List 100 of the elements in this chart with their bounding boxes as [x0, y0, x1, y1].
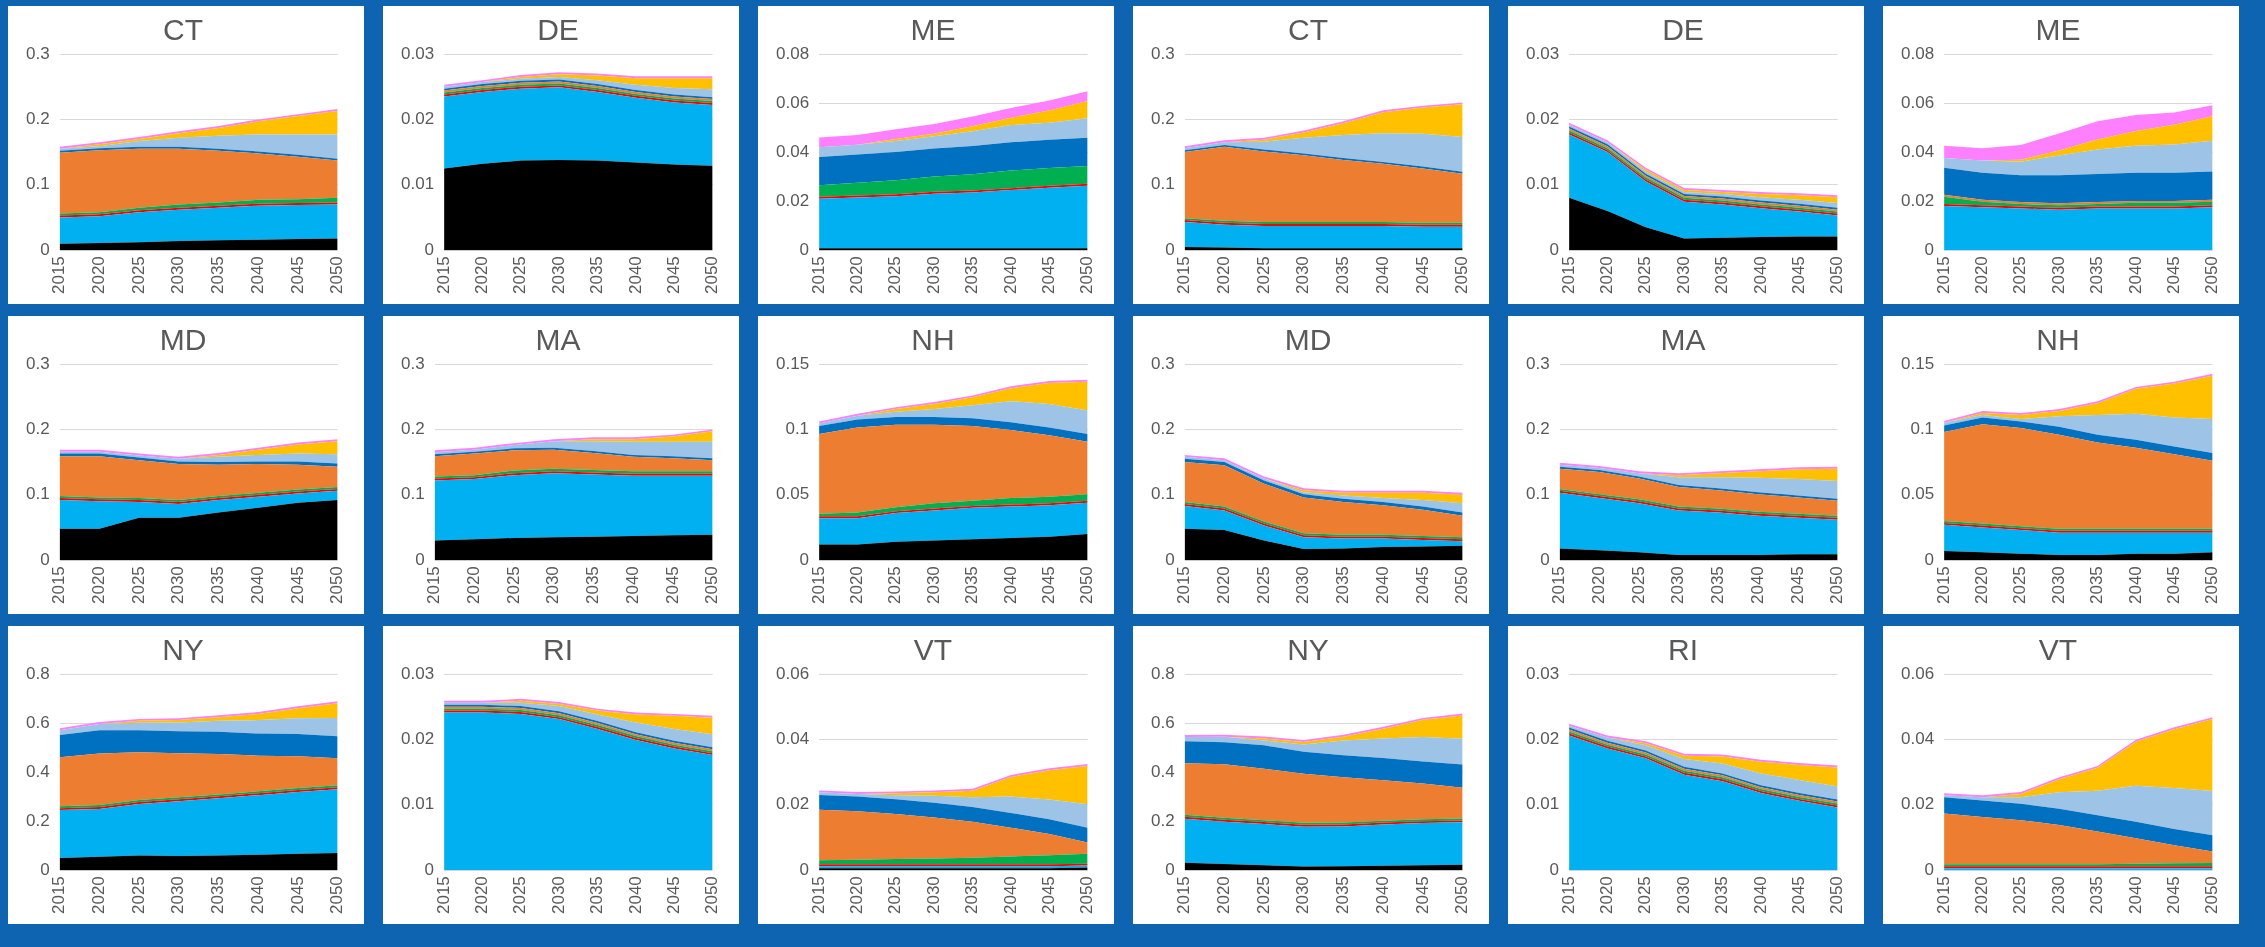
x-tick-label: 2030 [1293, 566, 1313, 605]
y-tick-label: 0.06 [775, 92, 810, 112]
y-tick-label: 0.2 [1150, 419, 1175, 439]
x-tick-label: 2025 [510, 256, 530, 295]
x-tick-label: 2030 [168, 566, 188, 605]
x-tick-label: 2045 [2163, 876, 2183, 915]
x-tick-label: 2050 [1827, 566, 1847, 605]
chart-title: ME [910, 13, 956, 47]
x-tick-label: 2040 [1372, 566, 1392, 605]
x-tick-label: 2015 [1558, 876, 1578, 915]
y-tick-label: 0.04 [1900, 729, 1935, 749]
x-tick-label: 2030 [548, 876, 568, 915]
x-tick-label: 2050 [1827, 876, 1847, 915]
x-tick-label: 2030 [168, 876, 188, 915]
x-tick-label: 2050 [327, 566, 347, 605]
x-tick-label: 2025 [128, 566, 148, 605]
x-tick-label: 2040 [247, 876, 267, 915]
x-tick-label: 2035 [1712, 256, 1732, 295]
x-tick-label: 2050 [327, 256, 347, 295]
y-tick-label: 0.06 [1900, 92, 1935, 112]
y-tick-label: 0.06 [775, 663, 810, 683]
x-tick-label: 2040 [625, 256, 645, 295]
x-tick-label: 2030 [543, 566, 563, 605]
x-tick-label: 2015 [1933, 566, 1953, 605]
x-tick-label: 2025 [128, 876, 148, 915]
chart-title: RI [543, 633, 573, 667]
x-tick-label: 2030 [923, 566, 943, 605]
x-tick-label: 2045 [2163, 566, 2183, 605]
x-tick-label: 2025 [503, 566, 523, 605]
y-tick-label: 0.1 [1910, 419, 1935, 439]
y-tick-label: 0.3 [25, 43, 50, 63]
x-tick-label: 2035 [962, 256, 982, 295]
y-tick-label: 0.02 [775, 190, 810, 210]
x-tick-label: 2045 [2163, 256, 2183, 295]
x-tick-label: 2030 [2048, 876, 2068, 915]
y-tick-label: 0.02 [775, 794, 810, 814]
y-tick-label: 0.6 [25, 712, 50, 732]
y-tick-label: 0.3 [1150, 353, 1175, 373]
y-tick-label: 0.2 [25, 109, 50, 129]
x-tick-label: 2045 [1788, 876, 1808, 915]
x-tick-label: 2040 [247, 256, 267, 295]
x-tick-label: 2045 [287, 566, 307, 605]
x-tick-label: 2050 [1452, 876, 1472, 915]
x-tick-label: 2020 [1972, 566, 1992, 605]
x-tick-label: 2045 [1788, 256, 1808, 295]
y-tick-label: 0.4 [25, 761, 50, 781]
y-tick-label: 0.1 [400, 484, 425, 504]
x-tick-label: 2050 [1452, 566, 1472, 605]
x-tick-label: 2020 [464, 566, 484, 605]
y-tick-label: 0.06 [1900, 663, 1935, 683]
x-tick-label: 2020 [847, 566, 867, 605]
x-tick-label: 2045 [1038, 256, 1058, 295]
y-tick-label: 0.15 [775, 353, 810, 373]
x-tick-label: 2025 [2010, 566, 2030, 605]
x-tick-label: 2050 [1452, 256, 1472, 295]
x-tick-label: 2035 [1333, 566, 1353, 605]
y-tick-label: 0.02 [1525, 729, 1560, 749]
x-tick-label: 2015 [49, 876, 69, 915]
chart-title: NY [1287, 633, 1329, 667]
x-tick-label: 2035 [1333, 876, 1353, 915]
y-tick-label: 0 [1549, 239, 1560, 259]
x-tick-label: 2025 [885, 256, 905, 295]
x-tick-label: 2035 [2087, 566, 2107, 605]
x-tick-label: 2035 [587, 256, 607, 295]
x-tick-label: 2025 [1253, 256, 1273, 295]
chart-title: MD [1284, 323, 1332, 357]
chart-title: NY [162, 633, 204, 667]
x-tick-label: 2015 [424, 566, 444, 605]
x-tick-label: 2030 [1673, 876, 1693, 915]
y-tick-label: 0 [40, 549, 50, 569]
x-tick-label: 2020 [1214, 876, 1234, 915]
y-tick-label: 0.01 [1525, 794, 1560, 814]
x-tick-label: 2020 [89, 566, 109, 605]
y-tick-label: 0 [1549, 859, 1560, 879]
x-tick-label: 2050 [702, 256, 722, 295]
y-tick-label: 0.2 [25, 810, 50, 830]
x-tick-label: 2030 [1293, 876, 1313, 915]
y-tick-label: 0.02 [400, 109, 435, 129]
x-tick-label: 2020 [1972, 876, 1992, 915]
x-tick-label: 2020 [1589, 566, 1609, 605]
y-tick-label: 0.05 [775, 484, 810, 504]
x-tick-label: 2040 [1372, 256, 1392, 295]
y-tick-label: 0 [1165, 859, 1175, 879]
x-tick-label: 2030 [168, 256, 188, 295]
y-tick-label: 0.4 [1150, 761, 1175, 781]
x-tick-label: 2045 [287, 876, 307, 915]
x-tick-label: 2045 [287, 256, 307, 295]
chart-title: MA [535, 323, 581, 357]
x-tick-label: 2020 [1214, 566, 1234, 605]
x-tick-label: 2050 [1827, 256, 1847, 295]
y-tick-label: 0.1 [25, 174, 50, 194]
x-tick-label: 2040 [1747, 566, 1767, 605]
x-tick-label: 2050 [2202, 566, 2222, 605]
x-tick-label: 2040 [2125, 566, 2145, 605]
y-tick-label: 0.03 [400, 43, 435, 63]
x-tick-label: 2025 [1635, 876, 1655, 915]
y-tick-label: 0 [1165, 239, 1175, 259]
x-tick-label: 2025 [510, 876, 530, 915]
y-tick-label: 0.02 [1900, 190, 1935, 210]
x-tick-label: 2025 [128, 256, 148, 295]
